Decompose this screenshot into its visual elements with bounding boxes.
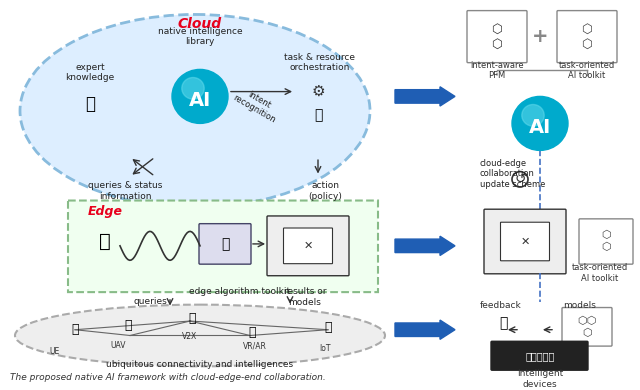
Text: V2X: V2X	[182, 332, 198, 340]
FancyBboxPatch shape	[467, 11, 527, 63]
Text: +: +	[532, 27, 548, 46]
Text: intelligent
devices: intelligent devices	[517, 369, 563, 389]
Text: Edge: Edge	[88, 206, 123, 218]
FancyBboxPatch shape	[562, 308, 612, 346]
Text: 🚗: 🚗	[188, 312, 196, 324]
Text: ⚙: ⚙	[311, 84, 325, 99]
Text: queries: queries	[133, 297, 167, 306]
FancyBboxPatch shape	[491, 341, 588, 370]
Text: ✕: ✕	[303, 241, 313, 251]
Text: AI: AI	[189, 91, 211, 110]
Text: expert
knowledge: expert knowledge	[65, 63, 115, 82]
Text: intent
recognition: intent recognition	[232, 84, 282, 124]
Text: ↺: ↺	[514, 172, 526, 186]
Text: AI: AI	[529, 118, 551, 137]
FancyBboxPatch shape	[500, 222, 550, 261]
Text: models: models	[563, 301, 596, 310]
Text: The proposed native AI framework with cloud-edge-end collaboration.: The proposed native AI framework with cl…	[10, 373, 326, 382]
Text: ⬡⬡
⬡: ⬡⬡ ⬡	[577, 316, 596, 338]
Circle shape	[522, 105, 544, 126]
FancyArrow shape	[395, 236, 455, 255]
Text: ✕: ✕	[520, 236, 530, 246]
Text: action
(policy): action (policy)	[308, 181, 342, 200]
Text: task & resource
orchestration: task & resource orchestration	[285, 53, 355, 73]
FancyBboxPatch shape	[68, 200, 378, 292]
Text: results or
models: results or models	[284, 287, 326, 307]
Text: 📡: 📡	[324, 321, 332, 334]
FancyBboxPatch shape	[579, 219, 633, 264]
Circle shape	[172, 69, 228, 123]
Text: intent-aware
PFM: intent-aware PFM	[470, 61, 524, 80]
Text: queries & status
information: queries & status information	[88, 181, 162, 200]
Text: 🚁: 🚁	[124, 319, 132, 332]
Text: 🖥: 🖥	[221, 237, 229, 251]
Text: UE: UE	[50, 347, 60, 356]
FancyArrow shape	[395, 320, 455, 339]
Text: VR/AR: VR/AR	[243, 341, 267, 350]
Text: 🥽: 🥽	[248, 326, 256, 339]
FancyBboxPatch shape	[484, 209, 566, 274]
Text: 📈: 📈	[499, 316, 507, 330]
Text: 智能设备图: 智能设备图	[525, 351, 555, 361]
Text: Cloud: Cloud	[178, 17, 222, 31]
Text: task-oriented
AI toolkit: task-oriented AI toolkit	[559, 61, 615, 80]
Text: feedback: feedback	[480, 301, 522, 310]
Text: 📡: 📡	[99, 232, 111, 250]
FancyBboxPatch shape	[199, 224, 251, 264]
Circle shape	[182, 78, 204, 99]
FancyArrow shape	[395, 87, 455, 106]
Text: task-oriented
AI toolkit: task-oriented AI toolkit	[572, 263, 628, 283]
Text: ⬡
⬡: ⬡ ⬡	[582, 23, 593, 51]
FancyBboxPatch shape	[284, 228, 333, 264]
Circle shape	[512, 96, 568, 151]
FancyBboxPatch shape	[267, 216, 349, 276]
Ellipse shape	[20, 14, 370, 207]
Text: 🎓: 🎓	[85, 95, 95, 113]
Text: native intelligence
library: native intelligence library	[157, 27, 243, 46]
Text: ubiquitous connectivity and intelligences: ubiquitous connectivity and intelligence…	[106, 360, 294, 369]
FancyBboxPatch shape	[557, 11, 617, 63]
Text: ⬡
⬡: ⬡ ⬡	[492, 23, 502, 51]
Text: cloud-edge
collaboration
update scheme: cloud-edge collaboration update scheme	[480, 159, 545, 189]
Text: UAV: UAV	[110, 341, 125, 350]
Text: ⬡
⬡: ⬡ ⬡	[601, 230, 611, 252]
Text: 👥: 👥	[314, 109, 322, 123]
Text: 📱: 📱	[71, 323, 79, 336]
Text: IoT: IoT	[319, 344, 331, 353]
Text: edge algorithm toolkit: edge algorithm toolkit	[189, 287, 291, 296]
Ellipse shape	[15, 305, 385, 366]
